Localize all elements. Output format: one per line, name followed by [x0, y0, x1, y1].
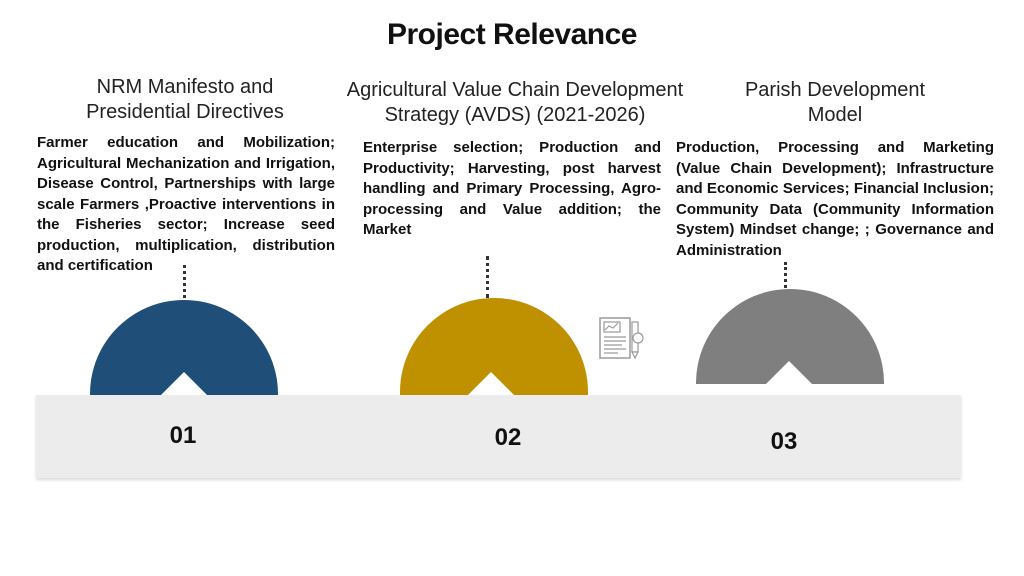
step-number-2: 02	[494, 424, 522, 451]
connector-line-2	[486, 256, 489, 298]
step-number-1: 01	[169, 422, 197, 449]
column-heading-3: Parish Development Model	[744, 79, 926, 126]
page-title: Project Relevance	[387, 18, 637, 51]
column-text-3: Production, Processing and Marketing (Va…	[676, 139, 994, 259]
column-heading-2: Agricultural Value Chain Development Str…	[346, 79, 684, 126]
pointer-triangle-2	[468, 372, 514, 395]
step-number-3: 03	[770, 428, 798, 455]
connector-line-3	[784, 262, 787, 306]
pointer-triangle-1	[161, 372, 207, 395]
column-text-2: Enterprise selection; Production and Pro…	[363, 139, 661, 238]
pointer-triangle-3	[766, 361, 812, 384]
column-text-1: Farmer education and Mobilization; Agric…	[37, 134, 335, 274]
number-band	[36, 395, 961, 478]
column-heading-1: NRM Manifesto and Presidential Directive…	[86, 76, 284, 123]
report-document-icon	[598, 316, 646, 369]
connector-line-1	[183, 265, 186, 298]
